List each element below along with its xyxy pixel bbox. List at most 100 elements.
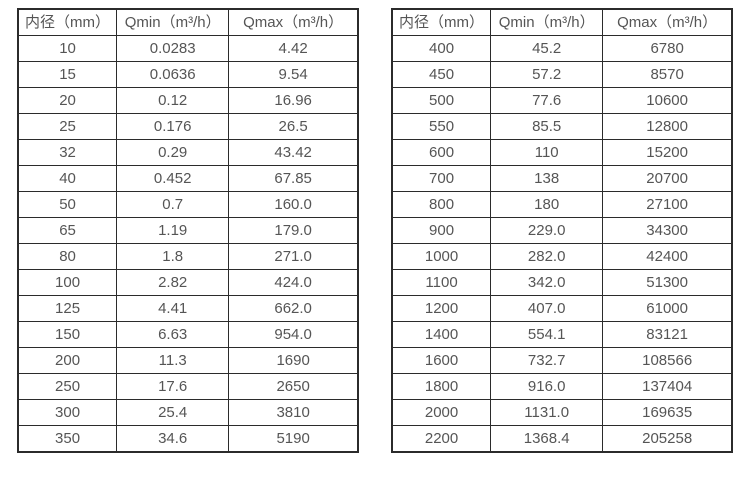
table-cell: 51300 — [602, 269, 733, 296]
table-cell: 45.2 — [490, 35, 604, 62]
table-cell: 77.6 — [490, 87, 604, 114]
table-cell: 65 — [17, 217, 118, 244]
table-cell: 700 — [391, 165, 492, 192]
table-cell: 500 — [391, 87, 492, 114]
table-cell: 424.0 — [228, 269, 359, 296]
table-cell: 1100 — [391, 269, 492, 296]
table-cell: 169635 — [602, 399, 733, 426]
table-row: 80 1.8 271.0 — [17, 243, 359, 270]
table-row: 1200 407.0 61000 — [391, 295, 733, 322]
table-cell: 1000 — [391, 243, 492, 270]
table-cell: 250 — [17, 373, 118, 400]
table-cell: 400 — [391, 35, 492, 62]
table-cell: 42400 — [602, 243, 733, 270]
table-row: 2200 1368.4 205258 — [391, 425, 733, 453]
table-cell: 282.0 — [490, 243, 604, 270]
column-header: Qmin（m³/h） — [116, 8, 230, 36]
table-row: 300 25.4 3810 — [17, 399, 359, 426]
table-cell: 20 — [17, 87, 118, 114]
table-row: 150 6.63 954.0 — [17, 321, 359, 348]
table-cell: 150 — [17, 321, 118, 348]
table-cell: 2650 — [228, 373, 359, 400]
table-cell: 732.7 — [490, 347, 604, 374]
table-cell: 407.0 — [490, 295, 604, 322]
table-cell: 1368.4 — [490, 425, 604, 453]
table-cell: 57.2 — [490, 61, 604, 88]
page-canvas: 内径（mm） Qmin（m³/h） Qmax（m³/h） 10 0.0283 4.42 15… — [17, 8, 733, 453]
table-row: 15 0.0636 9.54 — [17, 61, 359, 88]
table-cell: 80 — [17, 243, 118, 270]
table-cell: 125 — [17, 295, 118, 322]
table-row: 900 229.0 34300 — [391, 217, 733, 244]
table-cell: 11.3 — [116, 347, 230, 374]
table-cell: 450 — [391, 61, 492, 88]
table-cell: 20700 — [602, 165, 733, 192]
table-cell: 0.12 — [116, 87, 230, 114]
table-cell: 0.29 — [116, 139, 230, 166]
table-row: 2000 1131.0 169635 — [391, 399, 733, 426]
table-cell: 554.1 — [490, 321, 604, 348]
header-row: 内径（mm） Qmin（m³/h） Qmax（m³/h） — [17, 8, 359, 36]
table-row: 40 0.452 67.85 — [17, 165, 359, 192]
column-header: 内径（mm） — [17, 8, 118, 36]
table-cell: 954.0 — [228, 321, 359, 348]
table-cell: 800 — [391, 191, 492, 218]
table-cell: 2000 — [391, 399, 492, 426]
table-cell: 108566 — [602, 347, 733, 374]
table-cell: 10600 — [602, 87, 733, 114]
table-cell: 900 — [391, 217, 492, 244]
table-cell: 1800 — [391, 373, 492, 400]
table-cell: 350 — [17, 425, 118, 453]
table-cell: 4.41 — [116, 295, 230, 322]
table-cell: 137404 — [602, 373, 733, 400]
table-cell: 662.0 — [228, 295, 359, 322]
column-header: Qmin（m³/h） — [490, 8, 604, 36]
table-cell: 10 — [17, 35, 118, 62]
table-row: 600 110 15200 — [391, 139, 733, 166]
table-cell: 1.8 — [116, 243, 230, 270]
table-cell: 342.0 — [490, 269, 604, 296]
table-cell: 0.452 — [116, 165, 230, 192]
table-cell: 271.0 — [228, 243, 359, 270]
table-cell: 17.6 — [116, 373, 230, 400]
table-cell: 0.176 — [116, 113, 230, 140]
table-cell: 25 — [17, 113, 118, 140]
table-cell: 1131.0 — [490, 399, 604, 426]
table-cell: 34300 — [602, 217, 733, 244]
table-cell: 4.42 — [228, 35, 359, 62]
table-row: 20 0.12 16.96 — [17, 87, 359, 114]
table-row: 10 0.0283 4.42 — [17, 35, 359, 62]
table-cell: 8570 — [602, 61, 733, 88]
table-cell: 25.4 — [116, 399, 230, 426]
table-cell: 12800 — [602, 113, 733, 140]
table-row: 25 0.176 26.5 — [17, 113, 359, 140]
table-cell: 138 — [490, 165, 604, 192]
table-cell: 43.42 — [228, 139, 359, 166]
table-cell: 160.0 — [228, 191, 359, 218]
table-cell: 6780 — [602, 35, 733, 62]
table-cell: 40 — [17, 165, 118, 192]
table-cell: 110 — [490, 139, 604, 166]
table-cell: 85.5 — [490, 113, 604, 140]
table-cell: 16.96 — [228, 87, 359, 114]
table-cell: 1.19 — [116, 217, 230, 244]
table-cell: 1600 — [391, 347, 492, 374]
table-cell: 229.0 — [490, 217, 604, 244]
table-cell: 1200 — [391, 295, 492, 322]
table-cell: 15 — [17, 61, 118, 88]
table-cell: 300 — [17, 399, 118, 426]
table-cell: 550 — [391, 113, 492, 140]
table-cell: 600 — [391, 139, 492, 166]
table-cell: 0.0636 — [116, 61, 230, 88]
table-row: 125 4.41 662.0 — [17, 295, 359, 322]
column-header: Qmax（m³/h） — [602, 8, 733, 36]
table-cell: 15200 — [602, 139, 733, 166]
table-cell: 0.0283 — [116, 35, 230, 62]
table-cell: 1400 — [391, 321, 492, 348]
table-row: 500 77.6 10600 — [391, 87, 733, 114]
table-cell: 5190 — [228, 425, 359, 453]
table-cell: 0.7 — [116, 191, 230, 218]
table-row: 50 0.7 160.0 — [17, 191, 359, 218]
table-row: 450 57.2 8570 — [391, 61, 733, 88]
table-cell: 179.0 — [228, 217, 359, 244]
